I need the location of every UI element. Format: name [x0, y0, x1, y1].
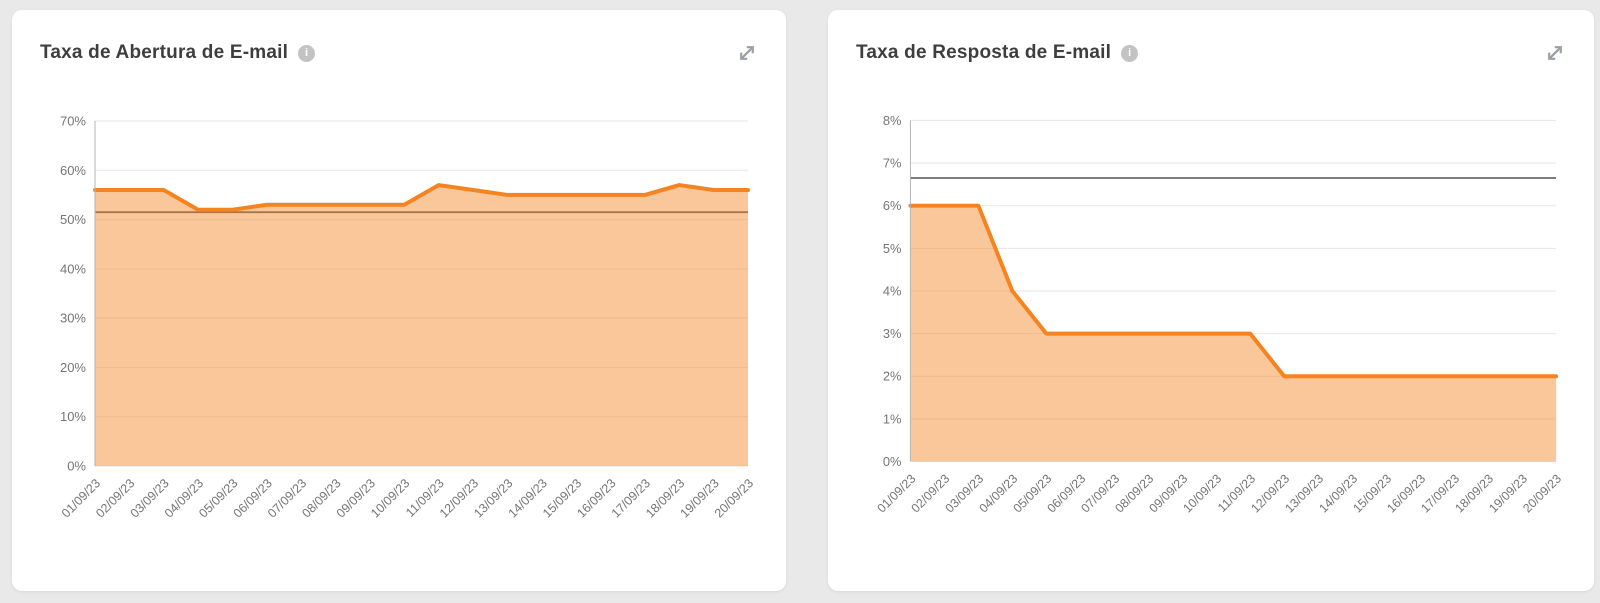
card-header: Taxa de Resposta de E-mail i [856, 10, 1566, 66]
svg-text:6%: 6% [883, 198, 902, 213]
svg-text:20/09/23: 20/09/23 [1520, 472, 1564, 516]
x-axis-labels: 01/09/2302/09/2303/09/2304/09/2305/09/23… [875, 471, 1565, 515]
svg-text:7%: 7% [883, 156, 902, 171]
series-area [95, 185, 748, 467]
svg-text:40%: 40% [60, 261, 86, 276]
svg-text:4%: 4% [883, 283, 902, 298]
series-line [908, 203, 1559, 379]
chart-title: Taxa de Abertura de E-mail [40, 42, 289, 63]
svg-text:0%: 0% [67, 459, 86, 474]
expand-arrows-icon [1548, 46, 1562, 60]
x-axis-labels: 01/09/2302/09/2303/09/2304/09/2305/09/23… [59, 476, 756, 520]
svg-text:60%: 60% [60, 163, 86, 178]
card-header: Taxa de Abertura de E-mail i [40, 10, 758, 66]
svg-text:70%: 70% [60, 114, 86, 129]
expand-arrows-icon [740, 46, 754, 60]
gridlines [95, 120, 748, 467]
svg-text:8%: 8% [883, 113, 902, 128]
y-axis-labels: 0% 10% 20% 30% 40% 50% 60% 70% [60, 114, 86, 474]
email-open-rate-card: Taxa de Abertura de E-mail i 0% 10% 20% 30%… [12, 10, 786, 591]
svg-text:1%: 1% [883, 411, 902, 426]
chart-title: Taxa de Resposta de E-mail [856, 42, 1112, 63]
email-response-rate-card: Taxa de Resposta de E-mail i 0% 1% 2% 3% 4% 5… [828, 10, 1594, 591]
email-open-rate-chart[interactable]: 0% 10% 20% 30% 40% 50% 60% 70% 01/09/2302/09/230… [40, 68, 758, 568]
series-line [93, 183, 750, 212]
svg-text:3%: 3% [883, 326, 902, 341]
email-response-rate-chart[interactable]: 0% 1% 2% 3% 4% 5% 6% 7% 8% 01/09/2302/09/2303/09/… [856, 68, 1566, 562]
svg-text:10%: 10% [60, 409, 86, 424]
svg-text:5%: 5% [883, 241, 902, 256]
svg-text:30%: 30% [60, 311, 86, 326]
y-axis-labels: 0% 1% 2% 3% 4% 5% 6% 7% 8% [883, 113, 902, 469]
info-icon-glyph: i [1128, 47, 1132, 59]
svg-text:20%: 20% [60, 360, 86, 375]
svg-text:2%: 2% [883, 369, 902, 384]
info-icon-glyph: i [305, 47, 309, 59]
info-icon[interactable]: i [298, 44, 316, 62]
svg-text:0%: 0% [883, 454, 902, 469]
expand-icon[interactable] [736, 42, 758, 64]
svg-text:50%: 50% [60, 212, 86, 227]
expand-icon[interactable] [1544, 42, 1566, 64]
info-icon[interactable]: i [1121, 44, 1139, 62]
